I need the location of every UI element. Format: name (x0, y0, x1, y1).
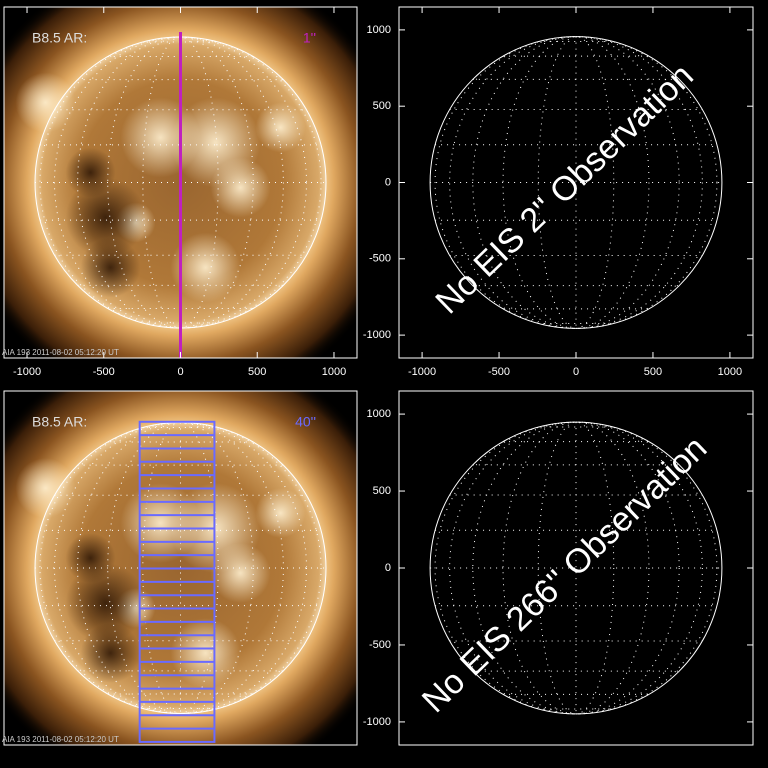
bright-region (15, 458, 76, 518)
plot-area (429, 421, 723, 715)
longitude-line (39, 422, 322, 714)
dark-region (65, 533, 116, 583)
bright-region (210, 543, 271, 603)
longitude-line (472, 421, 680, 715)
bright-region (170, 232, 241, 303)
slit-label: 1'' (303, 30, 316, 46)
limb (429, 421, 723, 715)
panel-label: B8.5 AR: (32, 30, 87, 46)
longitude-line (77, 422, 284, 714)
slit-label: 40'' (295, 414, 316, 430)
x-tick-label: 0 (573, 366, 579, 378)
y-tick-label: 1000 (367, 408, 391, 420)
panel: -1000 -500 0 500 1000 B8.5 AR: 1'' AIA 193 2011… (2, 6, 358, 378)
y-tick-label: -500 (369, 639, 391, 651)
dark-region (80, 623, 141, 683)
longitude-line (53, 36, 308, 329)
longitude-line (77, 36, 284, 329)
annotation: No EIS 266'' Observation (415, 429, 714, 720)
y-tick-label: 0 (385, 176, 391, 188)
longitude-line (434, 36, 718, 329)
plot-area (4, 391, 357, 745)
longitude-line (39, 36, 322, 329)
frame (3, 390, 358, 746)
panel: -1000 -500 0 500 1000 -1000 -500 0 500 1000 No EIS… (363, 6, 754, 378)
y-tick-label: 0 (385, 562, 391, 574)
y-tick-label: -1000 (363, 716, 391, 728)
longitude-line (502, 421, 650, 715)
annotation: No EIS 2'' Observation (428, 57, 700, 322)
y-tick-label: 1000 (367, 24, 391, 36)
limb (429, 36, 723, 329)
x-tick-label: 0 (177, 366, 183, 378)
panel-label: B8.5 AR: (32, 414, 87, 430)
dark-region (65, 147, 116, 198)
longitude-line (472, 36, 680, 329)
x-tick-label: -1000 (408, 366, 436, 378)
y-tick-label: -500 (369, 253, 391, 265)
x-tick-label: 500 (248, 366, 266, 378)
dark-region (65, 563, 146, 643)
y-tick-label: -1000 (363, 329, 391, 341)
bright-region (255, 488, 306, 538)
bright-region (170, 618, 241, 688)
x-tick-label: 1000 (718, 366, 742, 378)
dark-region (65, 177, 146, 258)
eis-raster (138, 420, 216, 743)
footer: AIA 193 2011-08-02 05:12:20 UT (2, 348, 119, 357)
y-tick-label: 500 (373, 100, 391, 112)
y-tick-label: 500 (373, 485, 391, 497)
x-tick-label: -1000 (13, 366, 41, 378)
bright-region (15, 72, 76, 133)
longitude-line (434, 421, 718, 715)
footer: AIA 193 2011-08-02 05:12:20 UT (2, 735, 119, 744)
longitude-line (53, 422, 308, 714)
x-tick-label: 1000 (322, 366, 346, 378)
plot-area (429, 36, 723, 329)
panel: B8.5 AR: 40'' AIA 193 2011-08-02 05:12:20 … (2, 390, 358, 746)
dark-region (80, 237, 141, 298)
x-tick-label: -500 (93, 366, 115, 378)
plot-area (4, 7, 357, 358)
longitude-line (502, 36, 650, 329)
x-tick-label: 500 (644, 366, 662, 378)
bright-region (210, 157, 271, 218)
panel: -1000 -500 0 500 1000 No EIS 266'' Observatio… (363, 390, 754, 746)
x-tick-label: -500 (488, 366, 510, 378)
bright-region (255, 102, 306, 153)
